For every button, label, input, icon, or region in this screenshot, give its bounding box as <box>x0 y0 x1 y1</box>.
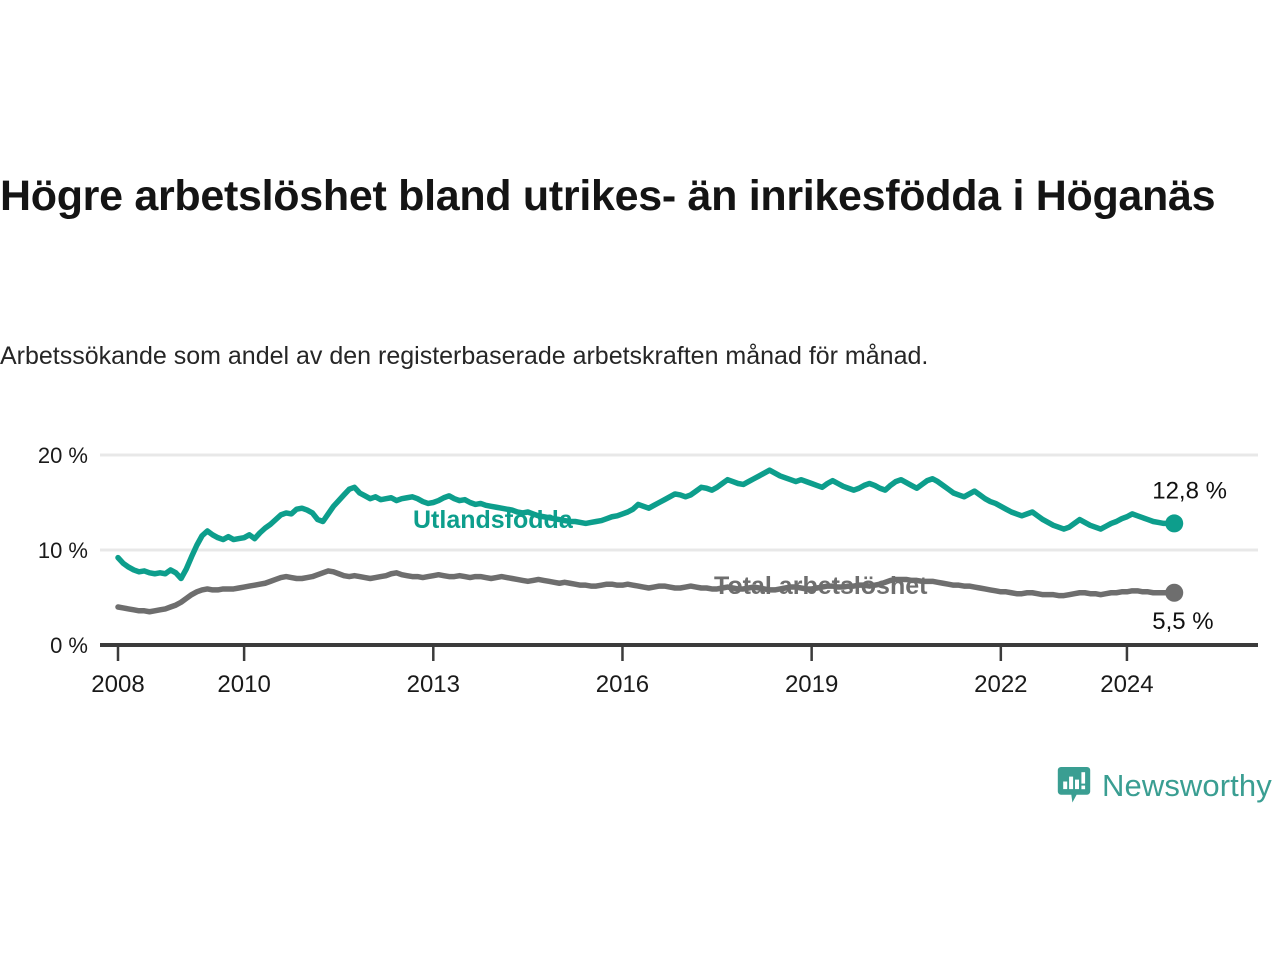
series-end-value-label: 5,5 % <box>1152 608 1213 635</box>
x-axis-tick-label: 2019 <box>785 671 838 698</box>
x-axis-tick-label: 2008 <box>91 671 144 698</box>
newsworthy-wordmark: Newsworthy <box>1102 768 1272 803</box>
newsworthy-bars-icon <box>1057 767 1091 803</box>
newsworthy-logo[interactable]: Newsworthy <box>1057 766 1272 806</box>
gridlines <box>100 453 1258 647</box>
x-axis-tick-label: 2013 <box>407 671 460 698</box>
x-axis-tick-label: 2010 <box>217 671 270 698</box>
series-label: Total arbetslöshet <box>714 572 928 600</box>
x-axis-tick-labels: 2008 2010 2013 2016 2019 2022 2024 <box>91 671 1153 698</box>
x-axis-ticks <box>116 647 1129 661</box>
line-chart: 0 % 10 % 20 % 2008 2010 2013 2016 2019 2022 2024… <box>38 443 1258 698</box>
page-title: Högre arbetslöshet bland utrikes- än inr… <box>0 171 1216 220</box>
page-subtitle: Arbetssökande som andel av den registerb… <box>0 342 929 370</box>
y-axis-tick-label: 0 % <box>50 633 88 658</box>
series-lines <box>115 467 1177 615</box>
y-axis-tick-label: 10 % <box>38 538 88 563</box>
series-inline-labels: Utlandsfödda Total arbetslöshet <box>413 506 928 600</box>
series-end-value-labels: 12,8 % 5,5 % <box>1152 477 1227 634</box>
x-axis-tick-label: 2024 <box>1100 671 1153 698</box>
series-line <box>115 568 1177 615</box>
series-line <box>115 467 1177 582</box>
x-axis-tick-label: 2022 <box>974 671 1027 698</box>
series-end-dot <box>1165 514 1184 533</box>
y-axis-tick-label: 20 % <box>38 443 88 468</box>
chart-container: 0 % 10 % 20 % 2008 2010 2013 2016 2019 2022 2024… <box>0 425 1280 700</box>
x-axis-tick-label: 2016 <box>596 671 649 698</box>
series-end-value-label: 12,8 % <box>1152 477 1227 504</box>
series-end-dots <box>1165 514 1184 602</box>
y-axis-tick-labels: 0 % 10 % 20 % <box>38 443 88 658</box>
series-end-dot <box>1165 583 1184 602</box>
series-label: Utlandsfödda <box>413 506 574 534</box>
